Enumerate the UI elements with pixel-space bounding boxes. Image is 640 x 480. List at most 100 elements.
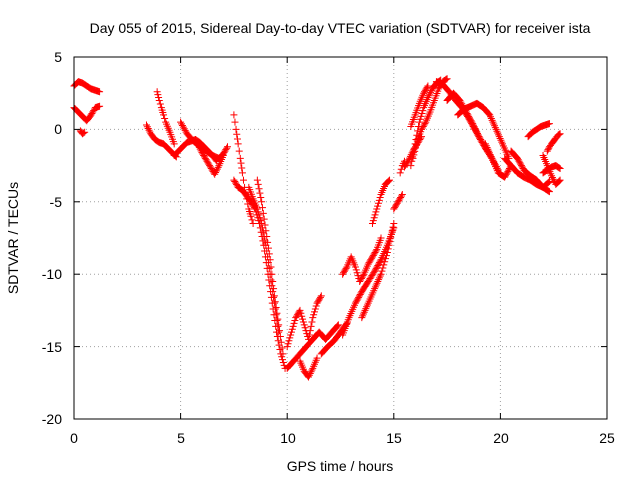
data-point: [387, 230, 395, 238]
data-point: [253, 176, 261, 184]
data-point: [305, 331, 313, 339]
data-point: [270, 299, 278, 307]
data-point: [469, 120, 477, 128]
y-tick-label-1: 0: [54, 121, 62, 137]
data-point: [514, 156, 522, 164]
data-point: [283, 343, 291, 351]
data-point: [390, 205, 398, 213]
data-point: [268, 282, 276, 290]
data-point: [544, 187, 552, 195]
data-point: [202, 156, 210, 164]
data-point: [358, 314, 366, 322]
data-point: [358, 273, 366, 281]
data-point: [221, 147, 229, 155]
data-point: [545, 178, 553, 186]
data-point: [247, 212, 255, 220]
data-point: [503, 169, 511, 177]
data-point: [517, 160, 525, 168]
data-point: [419, 123, 427, 131]
data-point: [373, 279, 381, 287]
data-point: [317, 292, 325, 300]
data-point: [409, 147, 417, 155]
data-point: [517, 162, 525, 170]
data-point: [386, 176, 394, 184]
data-point: [264, 259, 272, 267]
x-tick-label-3: 15: [386, 430, 402, 446]
data-point: [316, 293, 324, 301]
data-point: [155, 94, 163, 102]
data-point: [300, 321, 308, 329]
data-point: [458, 100, 466, 108]
data-point: [443, 75, 451, 83]
data-point: [545, 144, 553, 152]
data-point: [269, 288, 277, 296]
series-arc-ad: [481, 140, 515, 181]
data-point: [471, 124, 479, 132]
data-point: [397, 192, 405, 200]
data-point: [235, 147, 243, 155]
data-point: [485, 147, 493, 155]
data-point: [275, 321, 283, 329]
data-point: [395, 196, 403, 204]
data-point: [556, 176, 564, 184]
data-point: [417, 134, 425, 142]
data-point: [415, 137, 423, 145]
data-point: [340, 267, 348, 275]
data-point: [257, 217, 265, 225]
data-point: [277, 338, 285, 346]
data-point: [178, 120, 186, 128]
data-point: [341, 266, 349, 274]
data-point: [279, 350, 287, 358]
data-point: [364, 277, 372, 285]
data-point: [81, 128, 89, 136]
data-point: [477, 136, 485, 144]
data-point: [356, 290, 364, 298]
data-point: [468, 118, 476, 126]
data-point: [271, 305, 279, 313]
data-point: [495, 133, 503, 141]
data-point: [145, 126, 153, 134]
data-point: [257, 193, 265, 201]
data-point: [278, 353, 286, 361]
data-point: [488, 116, 496, 124]
series-arc-b: [70, 102, 104, 125]
data-point: [206, 162, 214, 170]
data-point: [384, 245, 392, 253]
data-point: [555, 164, 563, 172]
data-point: [388, 227, 396, 235]
data-point: [398, 191, 406, 199]
data-point: [342, 264, 350, 272]
data-point: [304, 332, 312, 340]
data-point: [264, 244, 272, 252]
data-point: [483, 144, 491, 151]
data-point: [473, 129, 481, 137]
data-point: [376, 193, 384, 201]
data-point: [222, 146, 230, 154]
data-point: [377, 234, 385, 242]
data-point: [402, 160, 410, 168]
data-point: [408, 149, 416, 157]
data-point: [212, 169, 220, 177]
data-point: [374, 199, 382, 207]
data-point: [274, 322, 282, 330]
data-point: [261, 221, 269, 229]
data-point: [196, 145, 204, 153]
data-point: [299, 318, 307, 326]
data-point: [375, 260, 383, 268]
data-point: [273, 309, 281, 317]
data-point: [154, 91, 162, 99]
data-point: [260, 215, 268, 223]
series-arc-i: [230, 111, 257, 228]
data-point: [230, 176, 238, 184]
data-point: [96, 102, 104, 110]
data-point: [286, 334, 294, 342]
data-point: [288, 325, 296, 333]
data-point: [377, 270, 385, 278]
data-point: [339, 270, 347, 278]
data-point: [238, 164, 246, 172]
data-point: [269, 277, 277, 285]
data-point: [371, 283, 379, 291]
data-point: [355, 293, 363, 301]
data-point: [180, 125, 188, 133]
data-point: [181, 126, 189, 134]
